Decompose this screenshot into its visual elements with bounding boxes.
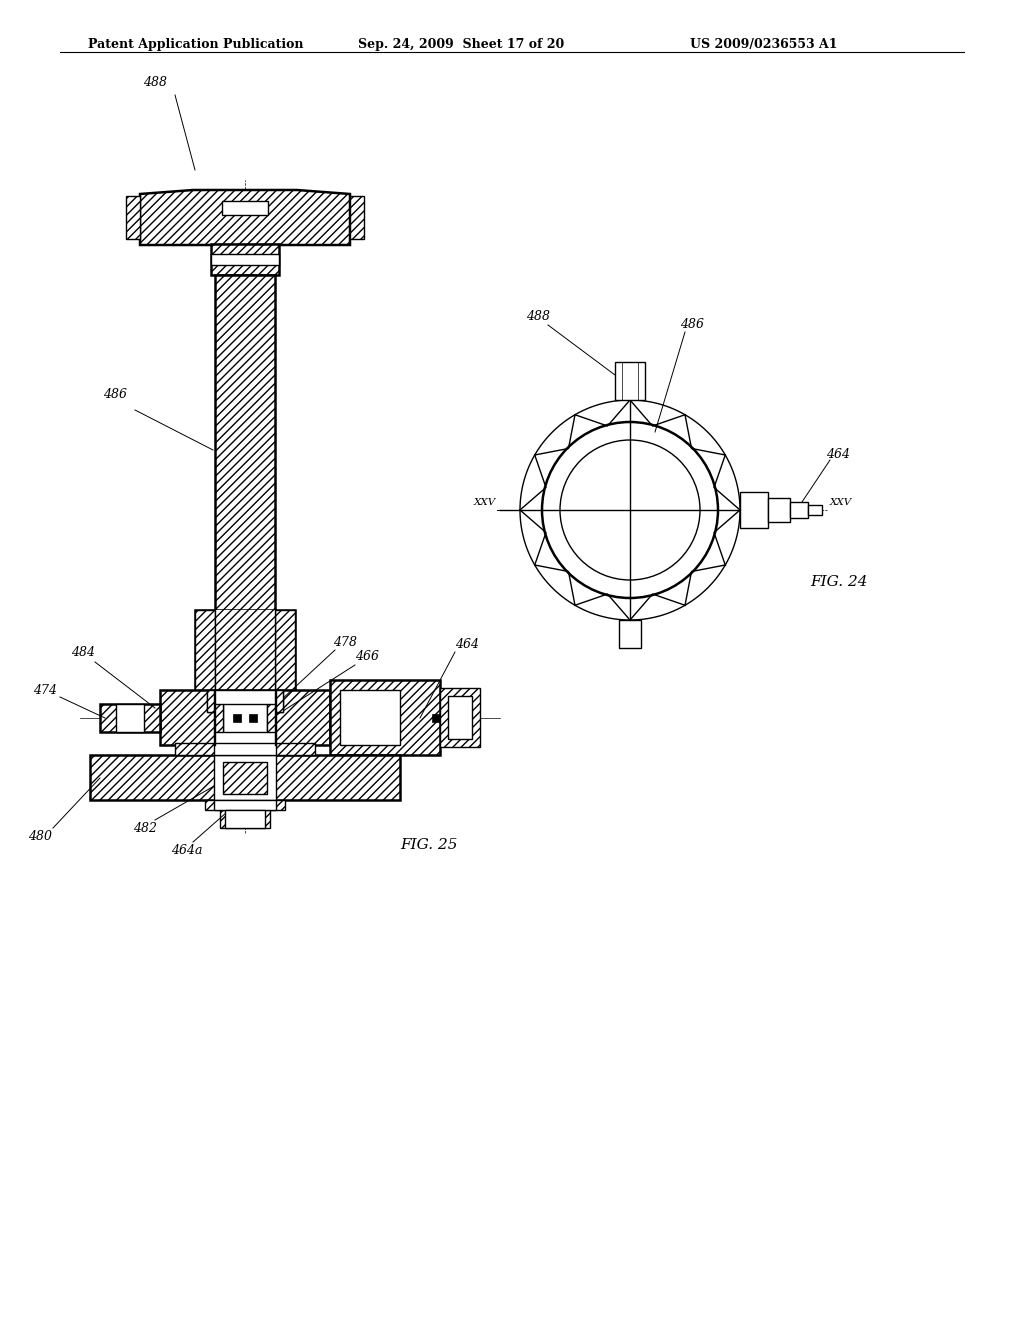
Bar	[195, 610, 215, 690]
Text: 488: 488	[526, 310, 550, 323]
Bar	[214, 690, 276, 744]
Bar	[126, 195, 140, 239]
Bar	[330, 680, 440, 755]
Text: 486: 486	[680, 318, 705, 331]
Text: 464: 464	[455, 638, 479, 651]
Bar	[267, 704, 275, 733]
Bar	[175, 743, 315, 755]
Bar	[215, 704, 223, 733]
Bar	[215, 610, 275, 690]
Bar	[615, 362, 645, 400]
Bar	[222, 201, 268, 215]
Bar	[223, 762, 267, 795]
Bar	[340, 690, 400, 744]
Bar	[215, 704, 223, 733]
Bar	[90, 755, 400, 800]
Bar	[215, 275, 275, 610]
Polygon shape	[140, 190, 350, 246]
Bar	[740, 492, 768, 528]
Bar	[249, 714, 257, 722]
Text: Sep. 24, 2009  Sheet 17 of 20: Sep. 24, 2009 Sheet 17 of 20	[358, 38, 564, 51]
Bar	[440, 688, 480, 747]
Bar	[275, 690, 283, 711]
Text: 466: 466	[355, 651, 379, 664]
Bar	[768, 498, 790, 521]
Text: 478: 478	[333, 635, 357, 648]
Bar	[205, 800, 285, 810]
Bar	[214, 800, 276, 810]
Text: 486: 486	[103, 388, 127, 401]
Bar	[160, 690, 330, 744]
Bar	[215, 275, 275, 610]
Bar	[207, 690, 283, 711]
Text: 480: 480	[28, 829, 52, 842]
Bar	[126, 195, 140, 239]
Text: XXV: XXV	[830, 498, 852, 507]
Bar	[808, 506, 822, 515]
Text: 488: 488	[143, 75, 167, 88]
Text: 464a: 464a	[171, 843, 203, 857]
Bar	[215, 610, 275, 690]
Bar	[214, 743, 276, 755]
Text: 482: 482	[133, 821, 157, 834]
Bar	[330, 680, 440, 755]
Bar	[275, 610, 295, 690]
Text: 484: 484	[71, 645, 95, 659]
Text: US 2009/0236553 A1: US 2009/0236553 A1	[690, 38, 838, 51]
Bar	[195, 610, 295, 690]
Bar	[90, 755, 400, 800]
Bar	[220, 810, 270, 828]
Bar	[275, 610, 295, 690]
Bar	[350, 195, 364, 239]
Bar	[275, 690, 283, 711]
Bar	[214, 755, 276, 800]
Bar	[116, 704, 144, 733]
Bar	[195, 610, 215, 690]
Bar	[223, 762, 267, 795]
Bar	[207, 690, 215, 711]
Bar	[350, 195, 364, 239]
Bar	[432, 714, 440, 722]
Bar	[220, 810, 270, 828]
Bar	[449, 696, 472, 739]
Bar	[160, 690, 330, 744]
Text: XXV: XXV	[474, 498, 496, 507]
Text: 464: 464	[826, 449, 850, 462]
Bar	[233, 714, 241, 722]
Bar	[215, 690, 275, 744]
Text: Patent Application Publication: Patent Application Publication	[88, 38, 303, 51]
Bar	[211, 244, 279, 275]
Bar	[211, 244, 279, 275]
Bar	[215, 690, 275, 744]
Bar	[100, 704, 160, 733]
Bar	[440, 688, 480, 747]
Text: 474: 474	[33, 684, 57, 697]
Bar	[100, 704, 160, 733]
Bar	[205, 800, 285, 810]
Bar	[207, 690, 215, 711]
Bar	[618, 620, 641, 648]
Bar	[223, 704, 267, 733]
Bar	[225, 810, 265, 828]
Text: FIG. 24: FIG. 24	[810, 576, 867, 589]
Bar	[790, 502, 808, 517]
Bar	[267, 704, 275, 733]
Bar	[175, 743, 315, 755]
Bar	[211, 253, 279, 265]
Text: FIG. 25: FIG. 25	[400, 838, 458, 851]
